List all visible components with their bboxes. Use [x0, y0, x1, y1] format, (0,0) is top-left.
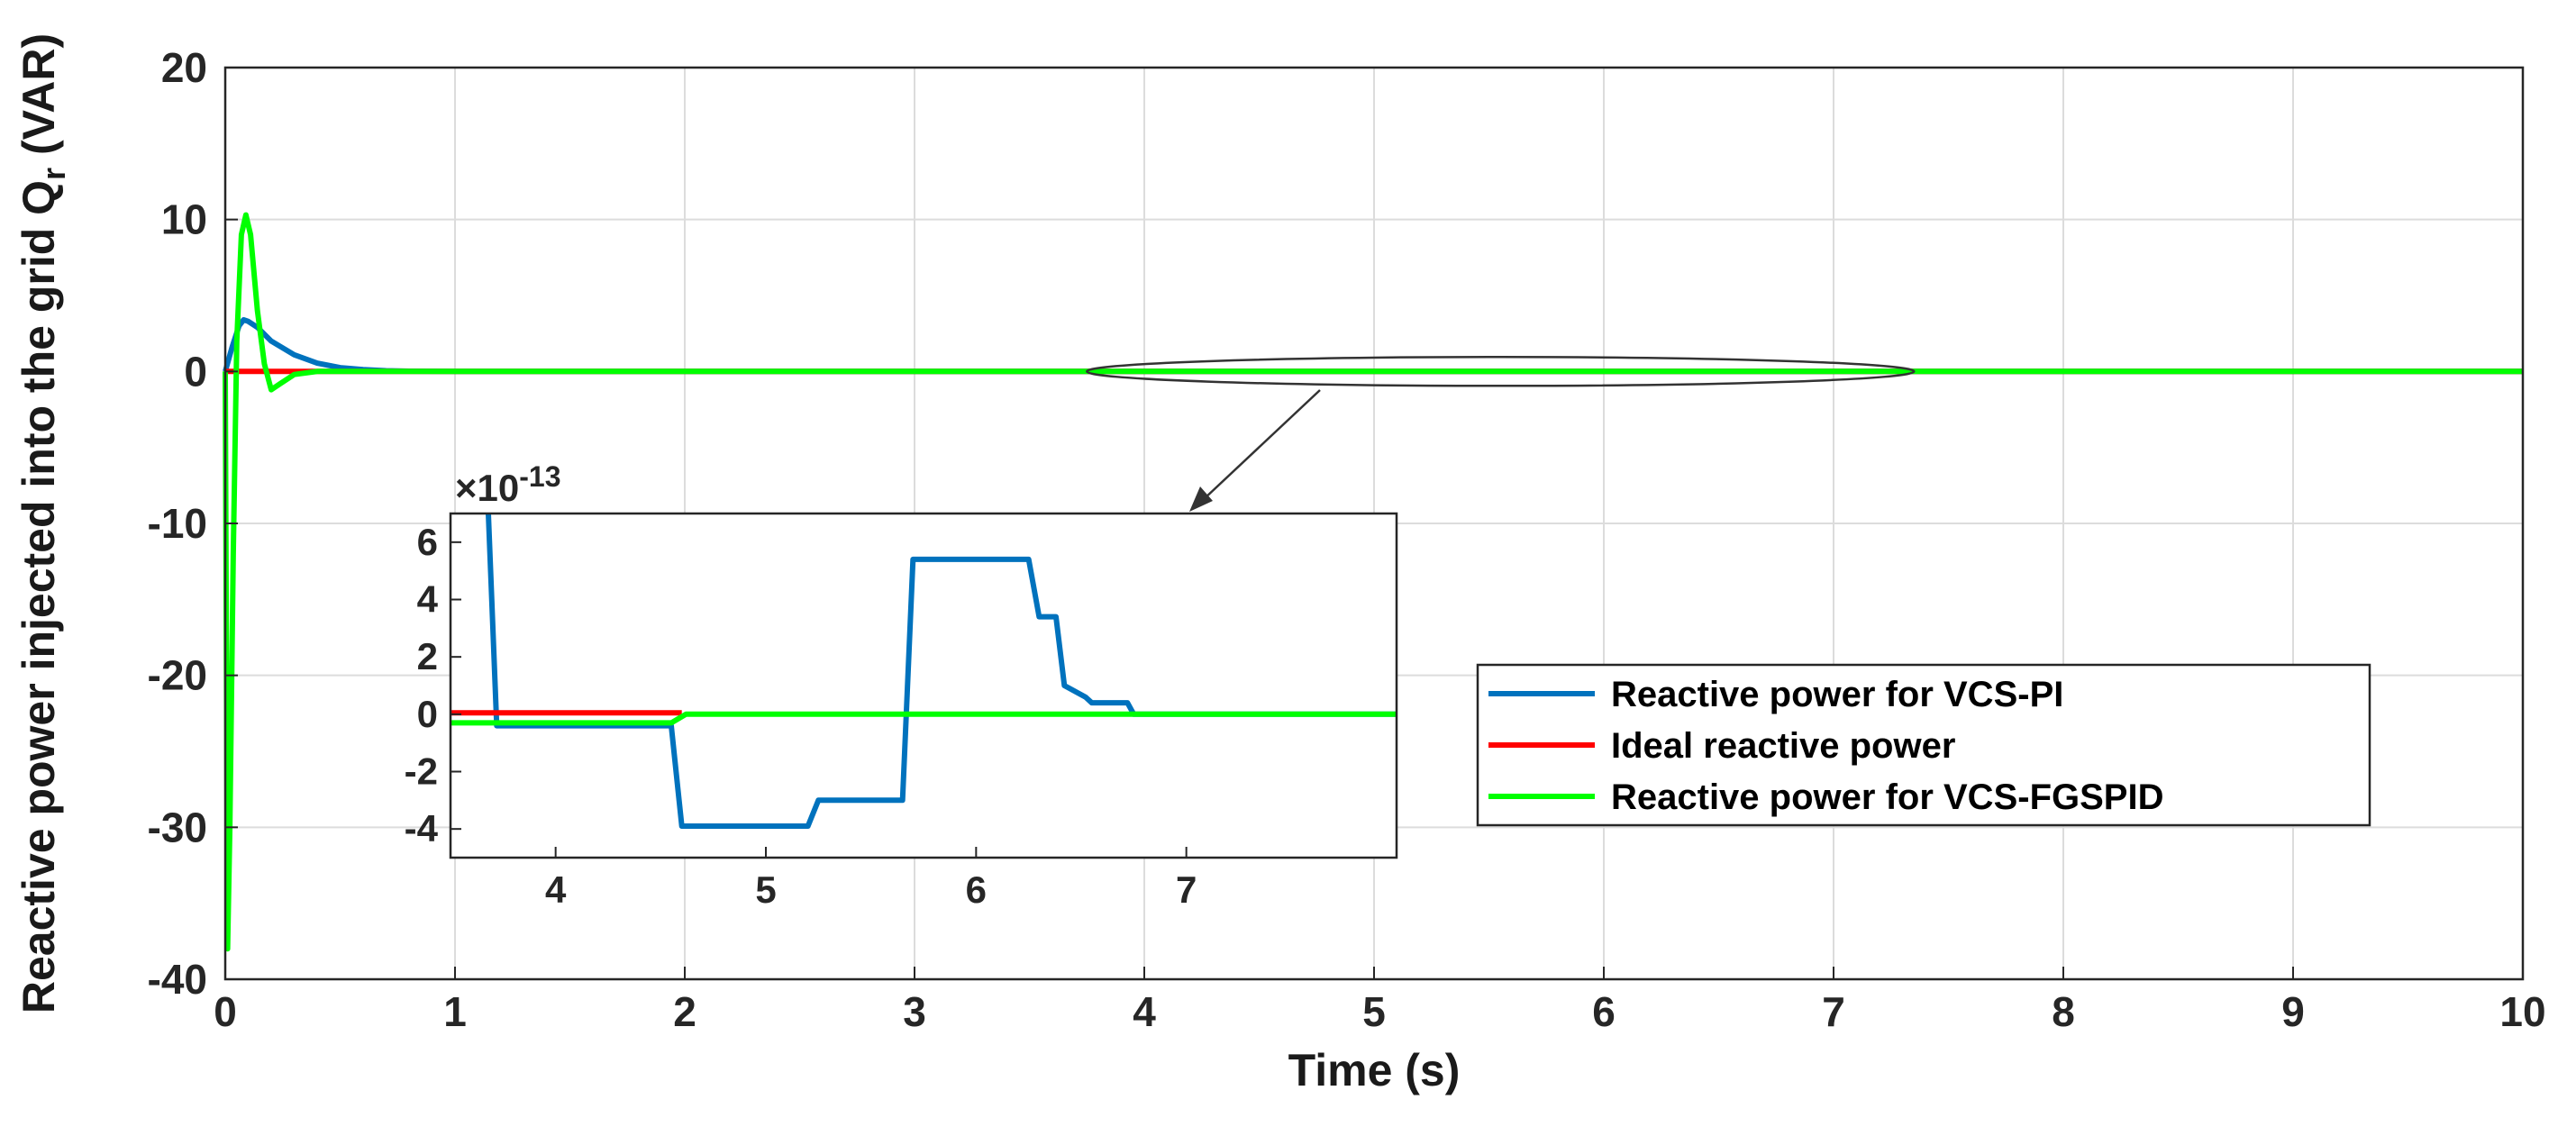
x-tick-label: 5 — [1362, 988, 1386, 1035]
inset-y-tick-label: 0 — [417, 693, 438, 735]
y-tick-label: 10 — [161, 196, 207, 243]
y-tick-label: 20 — [161, 44, 207, 91]
inset-x-ticks: 4 5 6 7 — [545, 847, 1197, 911]
inset-x-tick-label: 4 — [545, 868, 567, 911]
y-tick-label: -10 — [148, 500, 207, 547]
inset-scale-base: ×10 — [455, 467, 519, 509]
y-axis-label-sub: r — [35, 168, 72, 180]
x-tick-label: 0 — [214, 988, 237, 1035]
x-tick-label: 8 — [2052, 988, 2075, 1035]
y-axis-label-unit: (VAR) — [14, 33, 64, 168]
x-tick-label: 3 — [903, 988, 926, 1035]
x-tick-label: 10 — [2499, 988, 2545, 1035]
inset-scale-exponent: -13 — [519, 460, 560, 493]
zoom-arrow-line — [1202, 389, 1321, 501]
y-tick-label: -30 — [148, 804, 207, 850]
inset-y-ticks: 6 4 2 0 -2 -4 — [405, 521, 461, 850]
x-tick-label: 1 — [443, 988, 467, 1035]
y-tick-label: -40 — [148, 956, 207, 1003]
legend-label-vcs-pi: Reactive power for VCS-PI — [1611, 675, 2063, 714]
inset-y-tick-label: -2 — [405, 750, 438, 793]
main-x-ticks: 0 1 2 3 4 5 6 7 8 9 10 — [214, 967, 2546, 1035]
y-tick-label: -20 — [148, 652, 207, 699]
inset-frame — [449, 512, 1398, 859]
inset-series-line-vcs-fgspid — [451, 711, 1397, 726]
x-tick-label: 9 — [2281, 988, 2305, 1035]
x-tick-label: 6 — [1592, 988, 1616, 1035]
inset-x-tick-label: 5 — [755, 868, 776, 911]
legend-label-vcs-fgspid: Reactive power for VCS-FGSPID — [1611, 777, 2163, 817]
inset-x-tick-label: 7 — [1176, 868, 1197, 911]
y-tick-label: 0 — [184, 348, 207, 395]
inset-background — [451, 514, 1397, 858]
legend-label-ideal: Ideal reactive power — [1611, 726, 1955, 766]
inset-x-tick-label: 6 — [966, 868, 987, 911]
inset-y-tick-label: 4 — [417, 578, 439, 621]
series-line-vcs-fgspid — [223, 212, 2523, 952]
inset-y-tick-label: 6 — [417, 521, 438, 563]
inset-series-line-vcs-pi — [486, 514, 1397, 829]
zoom-arrow — [1189, 389, 1321, 512]
legend: Reactive power for VCS-PI Ideal reactive… — [1476, 663, 2371, 827]
y-axis-label: Reactive power injected into the grid Qr… — [14, 33, 72, 1013]
zoom-ellipse — [1086, 356, 1916, 387]
main-y-ticks: 20 10 0 -10 -20 -30 -40 — [148, 44, 238, 1003]
x-tick-label: 2 — [673, 988, 696, 1035]
x-tick-label: 7 — [1822, 988, 1845, 1035]
inset-chart: 4 5 6 7 6 4 2 0 -2 -4 ×10-13 — [405, 460, 1398, 911]
zoom-arrow-head — [1189, 486, 1213, 512]
inset-y-tick-label: 2 — [417, 635, 438, 677]
inset-series — [451, 514, 1397, 829]
inset-scale-factor: ×10-13 — [455, 460, 561, 509]
inset-y-tick-label: -4 — [405, 807, 439, 850]
x-axis-label: Time (s) — [1288, 1045, 1461, 1095]
legend-box — [1476, 663, 2371, 827]
y-axis-label-main: Reactive power injected into the grid Q — [14, 180, 64, 1013]
x-tick-label: 4 — [1133, 988, 1156, 1035]
main-series — [223, 212, 2523, 952]
